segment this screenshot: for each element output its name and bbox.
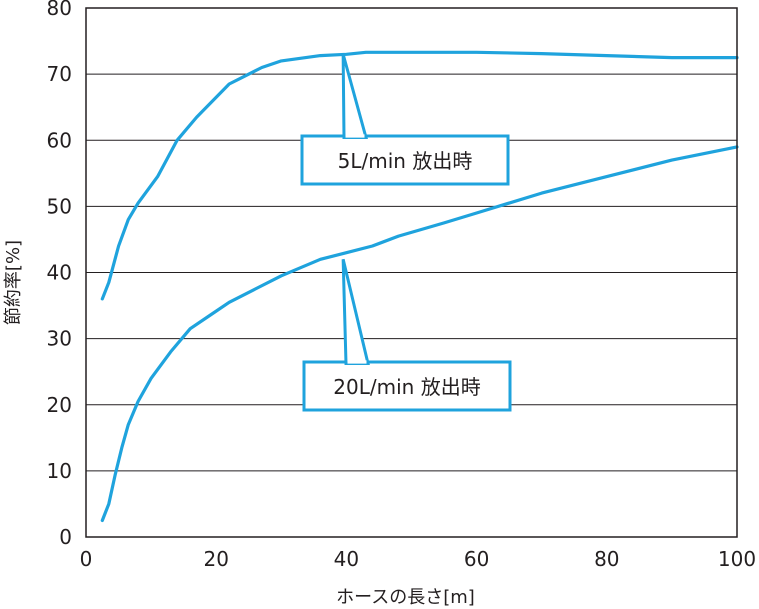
callout-pointer — [341, 53, 368, 139]
callout-box — [302, 360, 512, 412]
y-tick-label: 60 — [47, 128, 72, 152]
plot-frame — [85, 7, 738, 538]
x-tick-label: 40 — [334, 547, 359, 571]
y-tick-label: 70 — [47, 62, 72, 86]
x-axis-tick-labels: 0 20 40 60 80 100 — [80, 547, 756, 571]
callout-label: 20L/min 放出時 — [333, 375, 480, 399]
callout-1: 5L/min 放出時 — [300, 53, 510, 186]
y-tick-label: 80 — [47, 0, 72, 20]
callout-pointer — [341, 258, 370, 365]
y-tick-label: 50 — [47, 194, 72, 218]
series-lines — [100, 50, 739, 523]
y-tick-label: 30 — [47, 327, 72, 351]
y-axis-tick-labels: 0 10 20 30 40 50 60 70 80 — [47, 0, 72, 549]
horizontal-gridlines — [86, 7, 737, 538]
y-tick-label: 20 — [47, 393, 72, 417]
x-tick-label: 0 — [80, 547, 93, 571]
x-tick-label: 20 — [203, 547, 228, 571]
callout-2: 20L/min 放出時 — [302, 258, 512, 412]
callout-box — [300, 134, 510, 186]
series-line-1 — [100, 50, 739, 301]
series-line-2 — [100, 145, 739, 523]
y-axis-title: 節約率[%] — [3, 240, 24, 325]
y-tick-label: 40 — [47, 261, 72, 285]
x-axis-title: ホースの長さ[m] — [336, 587, 475, 608]
callout-annotations: 5L/min 放出時 20L/min 放出時 — [300, 53, 512, 412]
x-tick-label: 80 — [594, 547, 619, 571]
callout-label: 5L/min 放出時 — [338, 149, 473, 173]
y-tick-label: 10 — [47, 459, 72, 483]
x-tick-label: 60 — [464, 547, 489, 571]
y-tick-label: 0 — [59, 525, 72, 549]
x-tick-label: 100 — [718, 547, 756, 571]
